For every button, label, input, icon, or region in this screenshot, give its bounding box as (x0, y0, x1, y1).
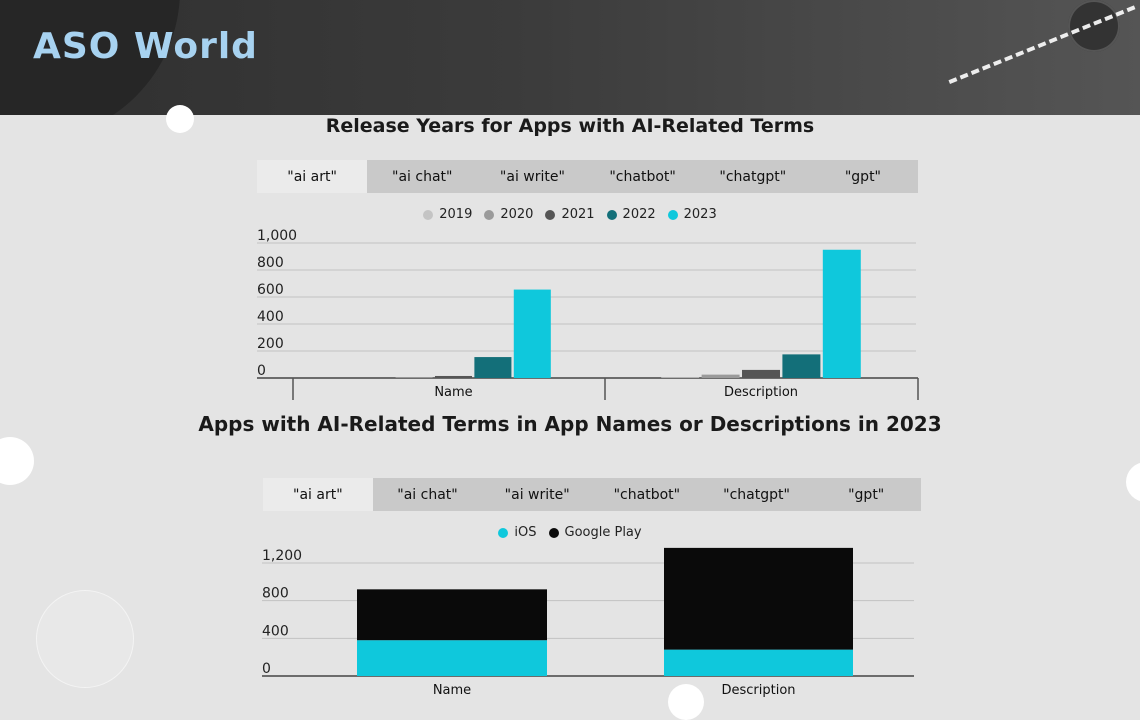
bar (701, 374, 740, 378)
legend-swatch (423, 209, 434, 220)
y-tick-label: 400 (262, 623, 289, 639)
header-banner: ASO World (0, 0, 1140, 115)
legend-swatch (484, 209, 495, 220)
legend-swatch (548, 527, 559, 538)
tab-term[interactable]: "ai art" (257, 160, 368, 193)
y-tick-label: 800 (262, 586, 289, 602)
legend-item[interactable]: 2023 (667, 207, 717, 222)
bar (822, 249, 861, 378)
legend-swatch (667, 209, 678, 220)
legend-item[interactable]: 2020 (484, 207, 533, 222)
bar (357, 589, 547, 641)
legend-label: 2019 (439, 207, 473, 222)
legend-label: 2021 (561, 207, 595, 222)
tab-term[interactable]: "chatgpt" (719, 168, 787, 185)
tab-term[interactable]: "chatbot" (609, 168, 676, 185)
bar (664, 547, 853, 650)
legend-label: 2020 (500, 207, 534, 222)
legend-label: iOS (514, 525, 537, 540)
bar (664, 649, 853, 676)
tab-term[interactable]: "gpt" (848, 486, 885, 503)
y-tick-label: 0 (262, 661, 271, 677)
tab-term[interactable]: "chatbot" (613, 486, 681, 503)
y-tick-label: 600 (257, 282, 284, 298)
term-tabs: "ai art" "ai chat" "ai write" "chatbot" "cha… (257, 160, 918, 193)
chart-legend: iOS Google Play (0, 525, 1140, 540)
tab-term[interactable]: "ai chat" (397, 486, 458, 503)
y-tick-label: 1,000 (257, 228, 297, 244)
chart-legend: 2019 2020 2021 2022 2023 (0, 207, 1140, 222)
bar (395, 377, 433, 378)
y-tick-label: 0 (257, 363, 266, 379)
bar (782, 354, 821, 378)
bar (474, 357, 512, 378)
bar (661, 377, 700, 378)
x-tick-label: Description (724, 385, 798, 400)
legend-label: 2022 (622, 207, 656, 222)
y-tick-label: 200 (257, 336, 284, 352)
legend-item[interactable]: 2022 (606, 207, 656, 222)
legend-item[interactable]: iOS (498, 525, 537, 540)
term-tabs: "ai art" "ai chat" "ai write" "chatbot" "cha… (263, 478, 921, 511)
bar (434, 375, 473, 378)
legend-item[interactable]: 2019 (423, 207, 472, 222)
legend-swatch (545, 209, 556, 220)
x-tick-label: Description (721, 683, 795, 698)
legend-item[interactable]: 2021 (545, 207, 595, 222)
legend-swatch (498, 527, 509, 538)
tab-term[interactable]: "chatgpt" (723, 486, 790, 503)
legend-label: Google Play (564, 525, 642, 540)
tab-term[interactable]: "ai chat" (392, 168, 453, 185)
bar (742, 369, 780, 378)
decoration-dot (1126, 462, 1140, 502)
tab-term[interactable]: "ai art" (263, 478, 373, 511)
tab-term[interactable]: "gpt" (844, 168, 882, 185)
decoration-dot (36, 590, 134, 688)
decoration-dot (166, 105, 194, 133)
charts-canvas: 0 200 400 600 800 1,000 Name Description 0 400 800… (257, 228, 919, 698)
y-tick-label: 1,200 (262, 548, 302, 564)
bar (513, 289, 551, 378)
x-tick-label: Name (433, 683, 471, 698)
tab-term[interactable]: "ai write" (504, 486, 570, 503)
y-tick-label: 800 (257, 255, 284, 271)
legend-label: 2023 (683, 207, 717, 222)
chart-title: Release Years for Apps with AI-Related T… (325, 115, 815, 137)
legend-swatch (606, 209, 617, 220)
bar (357, 640, 547, 676)
x-tick-label: Name (434, 385, 472, 400)
legend-item[interactable]: Google Play (548, 525, 642, 540)
brand-logo: ASO World (33, 26, 258, 67)
y-tick-label: 400 (257, 309, 284, 325)
tab-term[interactable]: "ai write" (499, 168, 565, 185)
chart-title: Apps with AI-Related Terms in App Names … (198, 412, 942, 436)
corner-decoration (1068, 0, 1120, 52)
